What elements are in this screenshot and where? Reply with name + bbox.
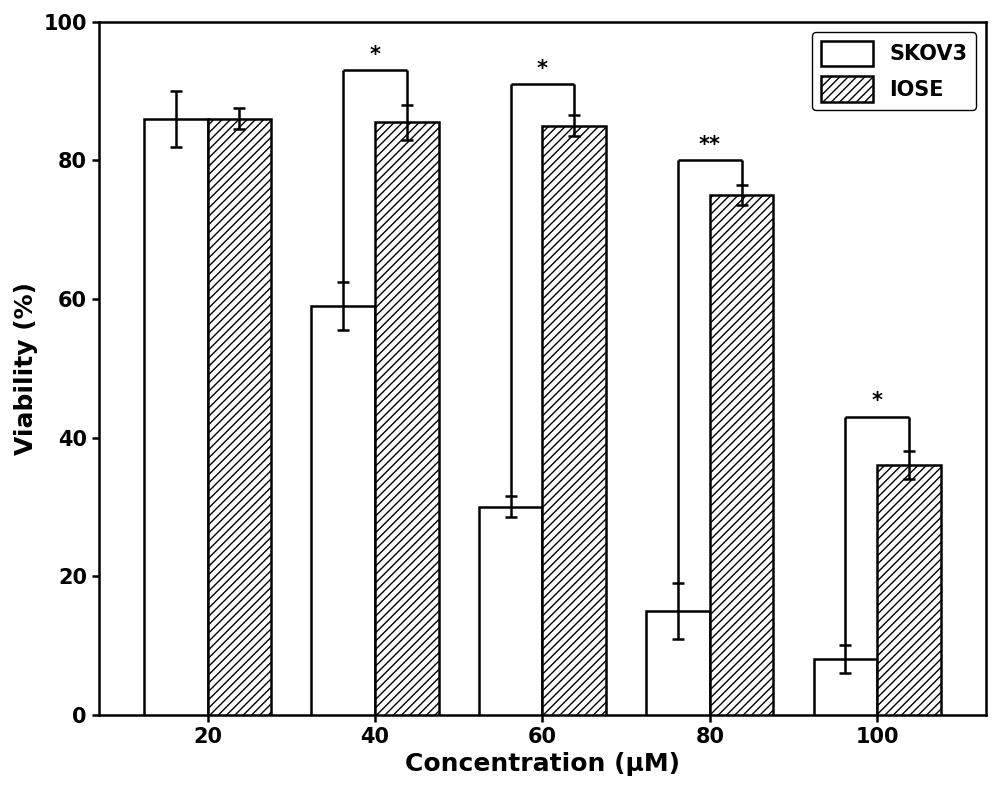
Bar bbox=[542, 126, 606, 715]
X-axis label: Concentration (μM): Concentration (μM) bbox=[405, 752, 680, 776]
Legend: SKOV3, IOSE: SKOV3, IOSE bbox=[812, 32, 976, 111]
Bar bbox=[877, 465, 941, 715]
Bar bbox=[814, 660, 877, 715]
Text: *: * bbox=[872, 391, 883, 412]
Text: **: ** bbox=[699, 135, 721, 155]
Bar bbox=[144, 118, 208, 715]
Y-axis label: Viability (%): Viability (%) bbox=[14, 282, 38, 455]
Bar bbox=[479, 507, 542, 715]
Text: *: * bbox=[370, 45, 381, 65]
Bar bbox=[375, 122, 439, 715]
Bar bbox=[208, 118, 271, 715]
Bar bbox=[311, 306, 375, 715]
Text: *: * bbox=[537, 58, 548, 79]
Bar bbox=[710, 195, 773, 715]
Bar bbox=[646, 611, 710, 715]
